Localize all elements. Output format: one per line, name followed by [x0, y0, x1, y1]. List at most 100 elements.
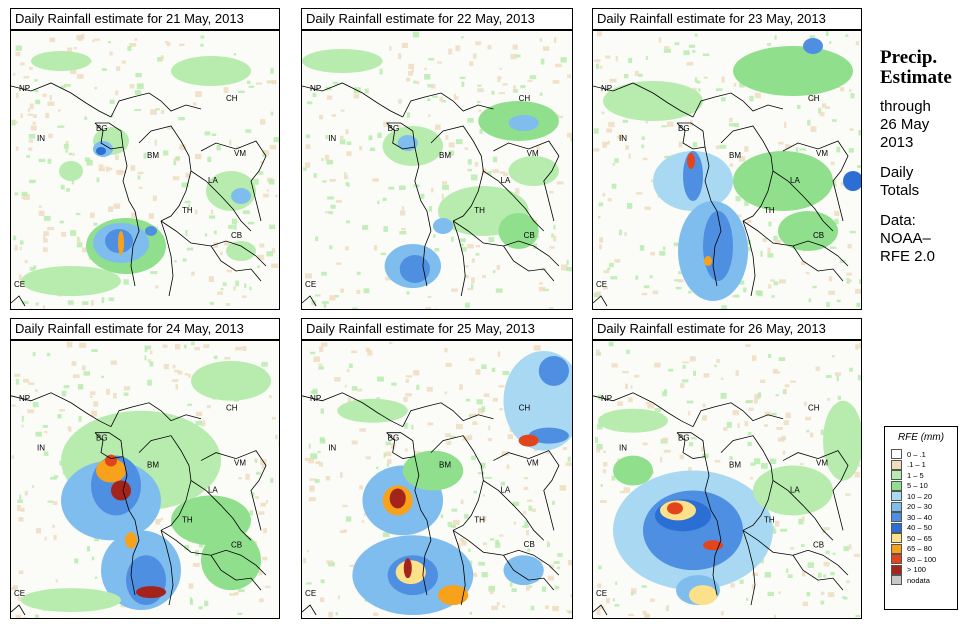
rain-zone — [823, 400, 861, 481]
country-label: CB — [524, 540, 535, 549]
legend-label: 1 – 5 — [907, 470, 924, 480]
border-line — [430, 125, 484, 222]
border-line — [110, 402, 202, 427]
country-label: VM — [527, 459, 539, 468]
country-label: TH — [474, 206, 485, 215]
rain-zone — [389, 488, 406, 509]
heading-estimate: Estimate — [880, 67, 952, 88]
rainfall-zones — [21, 51, 256, 296]
country-label: CE — [596, 589, 607, 598]
rain-zone — [125, 532, 137, 549]
rain-zone — [402, 450, 464, 491]
border-line — [190, 170, 252, 232]
border-line — [593, 82, 694, 118]
rain-zone — [687, 153, 695, 169]
border-line — [200, 140, 267, 222]
legend-label: 5 – 10 — [907, 481, 928, 491]
legend-item: 0 – .1 — [891, 449, 957, 460]
border-line — [782, 140, 849, 222]
legend-item: .1 – 1 — [891, 459, 957, 471]
rain-zone — [145, 226, 157, 236]
end-date-year: 2013 — [880, 134, 914, 151]
country-label: VM — [234, 149, 246, 158]
country-label: VM — [816, 459, 828, 468]
legend-item: 5 – 10 — [891, 480, 957, 492]
country-label: LA — [790, 485, 800, 494]
totals-label: Totals — [880, 182, 920, 199]
country-label: CH — [808, 94, 820, 103]
border-line — [11, 82, 112, 118]
border-line — [720, 435, 774, 531]
border-line — [452, 530, 466, 606]
rain-zone — [21, 266, 121, 296]
rainfall-map: NP IN BG BM CH VM LA TH CB CE — [10, 30, 280, 310]
border-line — [593, 392, 694, 428]
legend-label: 50 – 65 — [907, 533, 933, 543]
border-line — [792, 555, 844, 591]
country-label: TH — [474, 515, 485, 524]
legend-label: 80 – 100 — [907, 554, 937, 564]
legend-item: nodata — [891, 575, 957, 586]
rain-zone — [503, 555, 544, 586]
border-line — [452, 220, 466, 297]
country-borders — [302, 392, 560, 616]
border-line — [11, 604, 26, 616]
panel-22-may: Daily Rainfall estimate for 22 May, 2013… — [301, 8, 573, 310]
border-line — [483, 170, 545, 232]
country-label: IN — [328, 134, 336, 143]
legend-swatch — [891, 512, 902, 523]
through-label: through — [880, 98, 931, 115]
country-borders — [11, 82, 267, 307]
country-label: NP — [601, 84, 612, 93]
rain-zone — [703, 211, 733, 281]
heading-precip: Precip. — [880, 47, 938, 68]
legend-item: 10 – 20 — [891, 491, 957, 502]
border-line — [122, 456, 140, 596]
legend-item: 80 – 100 — [891, 554, 957, 565]
border-line — [160, 220, 267, 267]
legend-swatch — [891, 543, 902, 554]
rain-zone — [432, 218, 454, 234]
border-line — [414, 146, 432, 287]
country-label: NP — [601, 394, 612, 403]
country-label: CE — [14, 280, 25, 289]
country-label: BM — [147, 461, 159, 470]
country-label: BG — [678, 124, 690, 133]
rain-zone — [538, 355, 569, 386]
border-line — [302, 82, 403, 118]
border-line — [676, 432, 706, 459]
rainfall-zones — [337, 350, 572, 616]
border-line — [593, 604, 608, 616]
border-line — [452, 220, 560, 267]
legend-swatch — [891, 554, 902, 565]
legend-swatch — [891, 449, 902, 460]
legend-label: 40 – 50 — [907, 523, 933, 533]
legend-item: 40 – 50 — [891, 522, 957, 534]
panel-title: Daily Rainfall estimate for 25 May, 2013 — [301, 318, 573, 340]
legend-swatch — [891, 564, 902, 575]
border-line — [200, 450, 267, 531]
country-label: IN — [619, 134, 627, 143]
panel-25-may: Daily Rainfall estimate for 25 May, 2013… — [301, 318, 573, 619]
panel-24-may: Daily Rainfall estimate for 24 May, 2013… — [10, 318, 280, 619]
border-line — [503, 245, 555, 282]
legend-swatch — [891, 522, 902, 533]
rain-zone — [171, 56, 251, 86]
panel-26-may: Daily Rainfall estimate for 26 May, 2013… — [592, 318, 862, 619]
rain-zone — [498, 213, 539, 249]
country-label: CH — [226, 94, 238, 103]
country-label: CH — [519, 404, 531, 413]
rain-zone — [231, 188, 251, 204]
country-label: TH — [764, 515, 775, 524]
rain-zone — [96, 458, 126, 483]
border-line — [210, 555, 262, 591]
country-borders — [302, 82, 560, 307]
country-label: LA — [500, 176, 510, 185]
border-line — [692, 92, 784, 118]
rain-zone — [21, 588, 121, 613]
legend-swatch — [891, 533, 902, 544]
rain-zone — [105, 454, 117, 467]
legend-title: RFE (mm) — [897, 432, 945, 443]
legend-label: 65 – 80 — [907, 544, 933, 554]
